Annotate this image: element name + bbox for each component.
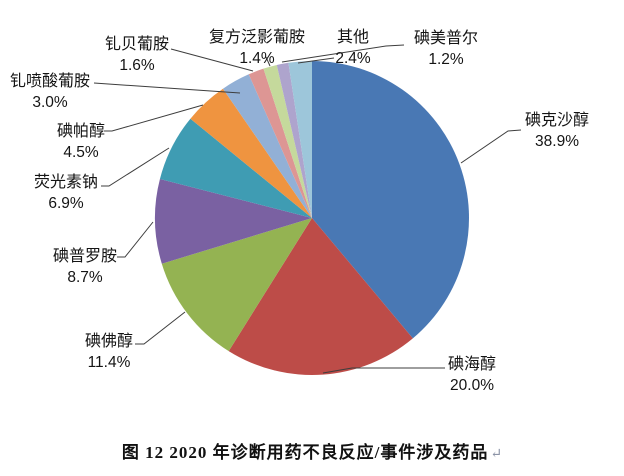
leader-line-iopromide: [117, 221, 154, 258]
leader-line-other: [297, 57, 335, 64]
pie-slice-iopromide: [155, 178, 312, 264]
slice-label-compound-meglumine-diatrizoate: 复方泛影葡胺 1.4%: [209, 27, 305, 69]
slice-label-iopromide: 碘普罗胺 8.7%: [53, 246, 117, 288]
slice-percent: 4.5%: [63, 144, 99, 161]
leader-line-iomeprol: [281, 44, 405, 63]
slice-label-iodixanol: 碘克沙醇 38.9%: [525, 110, 589, 152]
slice-percent: 11.4%: [87, 354, 131, 371]
pie-slice-compound-meglumine-diatrizoate: [263, 65, 312, 218]
leader-line-gadobenate-meglumine: [170, 48, 254, 72]
slice-percent: 1.2%: [428, 51, 464, 68]
slice-label-iomeprol: 碘美普尔 1.2%: [414, 28, 478, 70]
pie-slice-iopamidol: [190, 88, 312, 219]
pie-slice-iohexol: [228, 218, 413, 376]
pie-slice-gadopentetate-meglumine: [222, 74, 312, 218]
slice-name: 荧光素钠: [33, 174, 99, 191]
slice-name: 碘海醇: [447, 356, 497, 373]
figure-caption-text: 图 12 2020 年诊断用药不良反应/事件涉及药品: [121, 443, 489, 462]
slice-name: 其他: [336, 29, 369, 46]
leader-lines: [93, 44, 522, 374]
leader-line-iodixanol: [460, 129, 522, 164]
slice-percent: 8.7%: [67, 269, 103, 286]
pie-slice-other: [288, 61, 312, 218]
leader-line-iopamidol: [104, 104, 204, 132]
slice-label-gadopentetate-meglumine: 钆喷酸葡胺 3.0%: [10, 71, 90, 113]
slice-name: 钆喷酸葡胺: [9, 73, 91, 90]
leader-line-fluorescein-sodium: [101, 147, 170, 187]
leader-line-gadopentetate-meglumine: [93, 82, 241, 94]
pie-slice-ioversol: [161, 218, 312, 352]
slice-name: 钆贝葡胺: [104, 36, 170, 53]
leader-line-ioversol: [135, 311, 186, 345]
slice-percent: 1.6%: [119, 57, 155, 74]
slice-name: 复方泛影葡胺: [208, 29, 306, 46]
slice-name: 碘帕醇: [56, 123, 106, 140]
slice-label-fluorescein-sodium: 荧光素钠 6.9%: [34, 172, 98, 214]
slice-label-other: 其他 2.4%: [335, 27, 370, 69]
slice-name: 碘佛醇: [84, 333, 134, 350]
leader-line-iohexol: [322, 367, 445, 374]
pie-slice-iodixanol: [312, 61, 469, 339]
pie-slice-gadobenate-meglumine: [248, 68, 312, 219]
leader-line-compound-meglumine-diatrizoate: [265, 56, 271, 67]
slice-percent: 3.0%: [32, 94, 68, 111]
slice-percent: 6.9%: [48, 195, 84, 212]
slice-name: 碘美普尔: [413, 30, 479, 47]
slice-percent: 20.0%: [450, 377, 494, 394]
slice-label-iopamidol: 碘帕醇 4.5%: [57, 121, 105, 163]
slice-name: 碘克沙醇: [524, 112, 590, 129]
paragraph-return-mark: ↵: [490, 447, 503, 462]
slice-label-gadobenate-meglumine: 钆贝葡胺 1.6%: [105, 34, 169, 76]
slice-percent: 2.4%: [335, 50, 371, 67]
figure-caption: 图 12 2020 年诊断用药不良反应/事件涉及药品 ↵: [0, 438, 624, 463]
pie-slice-fluorescein-sodium: [159, 118, 312, 218]
pie-slices: [155, 61, 469, 376]
slice-label-iohexol: 碘海醇 20.0%: [448, 354, 496, 396]
pie-slice-iomeprol: [276, 62, 312, 218]
slice-percent: 1.4%: [239, 50, 275, 67]
slice-label-ioversol: 碘佛醇 11.4%: [85, 331, 133, 373]
slice-name: 碘普罗胺: [52, 248, 118, 265]
slice-percent: 38.9%: [535, 133, 579, 150]
